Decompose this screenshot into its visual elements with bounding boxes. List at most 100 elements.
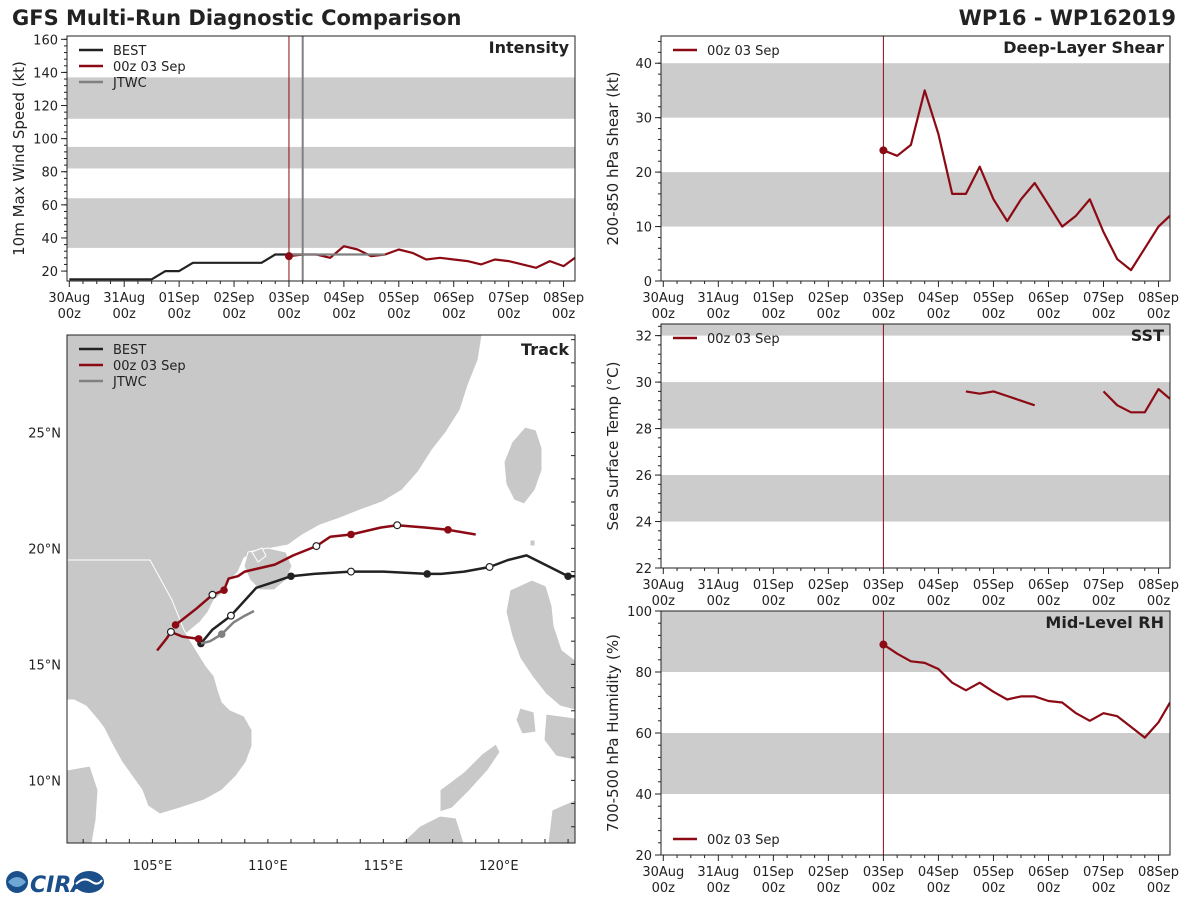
- intensity-xtick-day: 02Sep: [214, 291, 255, 306]
- track-point-filled: [564, 572, 572, 581]
- mid-level-rh-xtick-hour: 00z: [927, 881, 951, 896]
- intensity-band-0: [67, 198, 575, 248]
- deep-layer-shear-ytick-label: 20: [635, 166, 652, 181]
- sst-xtick-day: 02Sep: [808, 578, 849, 593]
- track-lat-label: 20°N: [28, 542, 61, 557]
- mid-level-rh-ytick-label: 60: [635, 727, 652, 742]
- sst-legend-00z-03-sep: 00z 03 Sep: [673, 332, 780, 347]
- intensity-xtick-hour: 00z: [58, 307, 82, 322]
- track-point-filled: [217, 630, 226, 639]
- mid-level-rh-legend-00z-03-sep: 00z 03 Sep: [673, 833, 780, 848]
- track-title: Track: [521, 340, 569, 359]
- land-taiwan: [503, 426, 543, 505]
- sst-xtick-day: 08Sep: [1138, 578, 1179, 593]
- deep-layer-shear-xtick-day: 01Sep: [753, 291, 794, 306]
- deep-layer-shear-ytick-label: 30: [635, 112, 652, 127]
- intensity-xtick-hour: 00z: [552, 307, 576, 322]
- intensity-series-best-0: [69, 253, 303, 281]
- sst-series-00z-03-sep-0: [965, 390, 1036, 407]
- mid-level-rh-xtick-day: 30Aug: [642, 865, 684, 880]
- deep-layer-shear-band-0: [661, 172, 1170, 227]
- rh-panel: 20 40 60 80 100 700-500 hPa Humidity (%) 30Aug…: [604, 605, 1179, 896]
- deep-layer-shear-xtick-hour: 00z: [872, 307, 896, 322]
- track-frame: [66, 334, 576, 844]
- land-palawan: [439, 743, 501, 813]
- intensity-xtick-day: 04Sep: [323, 291, 364, 306]
- intensity-ytick-label: 120: [33, 100, 58, 115]
- intensity-xtick-hour: 00z: [222, 307, 246, 322]
- intensity-xtick-day: 07Sep: [488, 291, 529, 306]
- cira-logo: CIRA: [6, 871, 104, 898]
- land-mindanao-edge: [547, 799, 575, 843]
- sst-ytick-label: 30: [635, 376, 652, 391]
- intensity-xtick-hour: 00z: [387, 307, 411, 322]
- intensity-legend-00z-03-sep: 00z 03 Sep: [79, 60, 186, 75]
- track-legend-label: JTWC: [112, 375, 147, 390]
- deep-layer-shear-xtick-hour: 00z: [817, 307, 841, 322]
- sst-ytick-label: 22: [635, 562, 652, 577]
- track-lon-label: 105°E: [133, 859, 173, 874]
- sst-xtick-day: 30Aug: [642, 578, 684, 593]
- intensity-xtick-hour: 00z: [113, 307, 137, 322]
- track-panel: 105°E 110°E 115°E 120°E 10°N 15°N 20°N 25°N BEST…: [28, 334, 576, 874]
- land-luzon: [505, 579, 575, 711]
- track-lat-label: 10°N: [28, 774, 61, 789]
- deep-layer-shear-legend-00z-03-sep: 00z 03 Sep: [673, 44, 780, 59]
- sst-xtick-hour: 00z: [982, 594, 1006, 609]
- mid-level-rh-ytick-label: 20: [635, 849, 652, 864]
- mid-level-rh-xtick-day: 04Sep: [918, 865, 959, 880]
- track-line-best-0: [199, 554, 575, 645]
- intensity-xtick-day: 01Sep: [159, 291, 200, 306]
- sst-band-2: [661, 324, 1170, 336]
- intensity-title: Intensity: [489, 38, 570, 57]
- sst-xtick-hour: 00z: [817, 594, 841, 609]
- mid-level-rh-legend-label: 00z 03 Sep: [707, 833, 780, 848]
- intensity-ytick-label: 20: [41, 265, 58, 280]
- deep-layer-shear-title: Deep-Layer Shear: [1003, 38, 1164, 57]
- mid-level-rh-title: Mid-Level RH: [1045, 613, 1164, 632]
- intensity-legend-label: 00z 03 Sep: [113, 60, 186, 75]
- intensity-panel: 20 40 60 80 100 120 140 160 10m Max Wind Speed (…: [10, 33, 584, 322]
- deep-layer-shear-xtick-hour: 00z: [1147, 307, 1171, 322]
- mid-level-rh-ytick-label: 80: [635, 666, 652, 681]
- track-line-jtwc-3: [200, 609, 255, 645]
- sst-xtick-hour: 00z: [927, 594, 951, 609]
- intensity-legend-label: JTWC: [112, 76, 147, 91]
- mid-level-rh-xtick-hour: 00z: [872, 881, 896, 896]
- mid-level-rh-xtick-hour: 00z: [1092, 881, 1116, 896]
- deep-layer-shear-ytick-label: 10: [635, 221, 652, 236]
- intensity-ytick-label: 160: [33, 33, 58, 48]
- deep-layer-shear-xtick-hour: 00z: [982, 307, 1006, 322]
- sst-series-00z-03-sep-1: [1102, 388, 1170, 414]
- sst-xtick-hour: 00z: [872, 594, 896, 609]
- mid-level-rh-xtick-day: 03Sep: [863, 865, 904, 880]
- mid-level-rh-ylabel: 700-500 hPa Humidity (%): [604, 634, 622, 832]
- track-point-hollow: [226, 611, 235, 620]
- sst-xtick-day: 04Sep: [918, 578, 959, 593]
- intensity-xtick-hour: 00z: [497, 307, 521, 322]
- deep-layer-shear-marker: [879, 146, 888, 155]
- intensity-ytick-label: 140: [33, 66, 58, 81]
- land-batanes: [529, 539, 536, 547]
- mid-level-rh-xtick-day: 07Sep: [1083, 865, 1124, 880]
- sst-xtick-day: 07Sep: [1083, 578, 1124, 593]
- sst-xtick-hour: 00z: [1037, 594, 1061, 609]
- track-point-hollow: [485, 562, 494, 571]
- track-point-hollow: [393, 521, 402, 530]
- intensity-xtick-day: 31Aug: [103, 291, 145, 306]
- intensity-marker: [284, 252, 293, 261]
- track-point-hollow: [208, 590, 217, 599]
- intensity-xtick-day: 30Aug: [48, 291, 90, 306]
- deep-layer-shear-band-1: [661, 63, 1170, 118]
- deep-layer-shear-xtick-hour: 00z: [1037, 307, 1061, 322]
- mid-level-rh-xtick-day: 31Aug: [697, 865, 739, 880]
- intensity-xtick-hour: 00z: [332, 307, 356, 322]
- deep-layer-shear-xtick-hour: 00z: [1092, 307, 1116, 322]
- sst-band-1: [661, 382, 1170, 429]
- track-point-filled: [194, 635, 203, 643]
- track-point-filled: [444, 526, 452, 534]
- sst-xtick-day: 05Sep: [973, 578, 1014, 593]
- track-lon-label: 115°E: [364, 859, 404, 874]
